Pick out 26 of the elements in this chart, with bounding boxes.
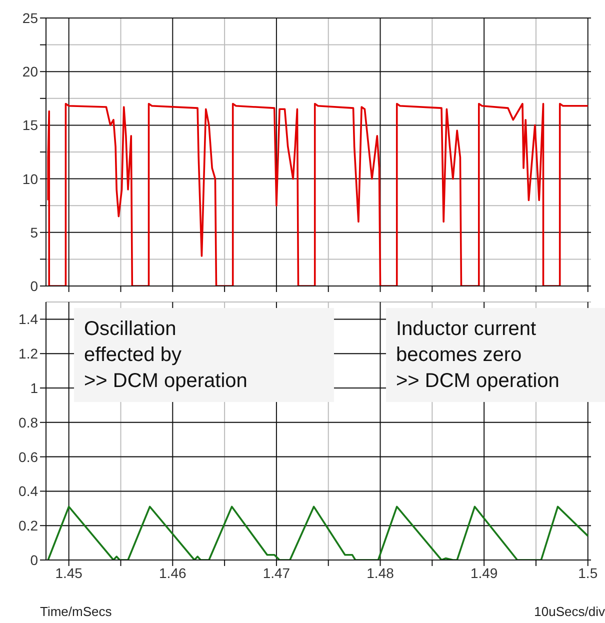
x-axis-title: Time/mSecs: [40, 604, 112, 619]
y-tick-label: 0.4: [18, 483, 38, 500]
text-box: Inductor current becomes zero >> DCM operation: [386, 308, 605, 402]
y-tick-label: 1.4: [18, 311, 38, 328]
x-tick-label: 1.46: [159, 564, 186, 581]
line-series: [47, 102, 589, 286]
x-tick-label: 1.45: [55, 564, 83, 581]
y-tick-label: 10: [22, 170, 38, 187]
y-tick-label: 1: [30, 380, 38, 396]
text: 10uSecs/div: [534, 604, 605, 619]
y-tick-label: 0.6: [18, 448, 38, 465]
y-tick-label: 20: [22, 64, 38, 80]
y-tick-label: 0: [30, 278, 38, 294]
y-tick-label: 1.2: [18, 346, 38, 362]
y-tick-label: 0: [30, 552, 38, 568]
x-tick-label: 1.5: [578, 564, 598, 581]
y-tick-label: 5: [30, 224, 38, 240]
x-tick-label: 1.48: [366, 564, 394, 581]
line-series: [47, 506, 589, 560]
x-tick-label: 1.49: [470, 564, 498, 581]
y-tick-label: 15: [22, 117, 38, 134]
y-tick-label: 0.2: [18, 518, 38, 534]
text-box: Oscillation effected by >> DCM operation: [74, 308, 334, 402]
x-tick-label: 1.47: [262, 564, 290, 581]
y-tick-label: 25: [22, 10, 38, 26]
y-tick-label: 0.8: [18, 414, 38, 430]
